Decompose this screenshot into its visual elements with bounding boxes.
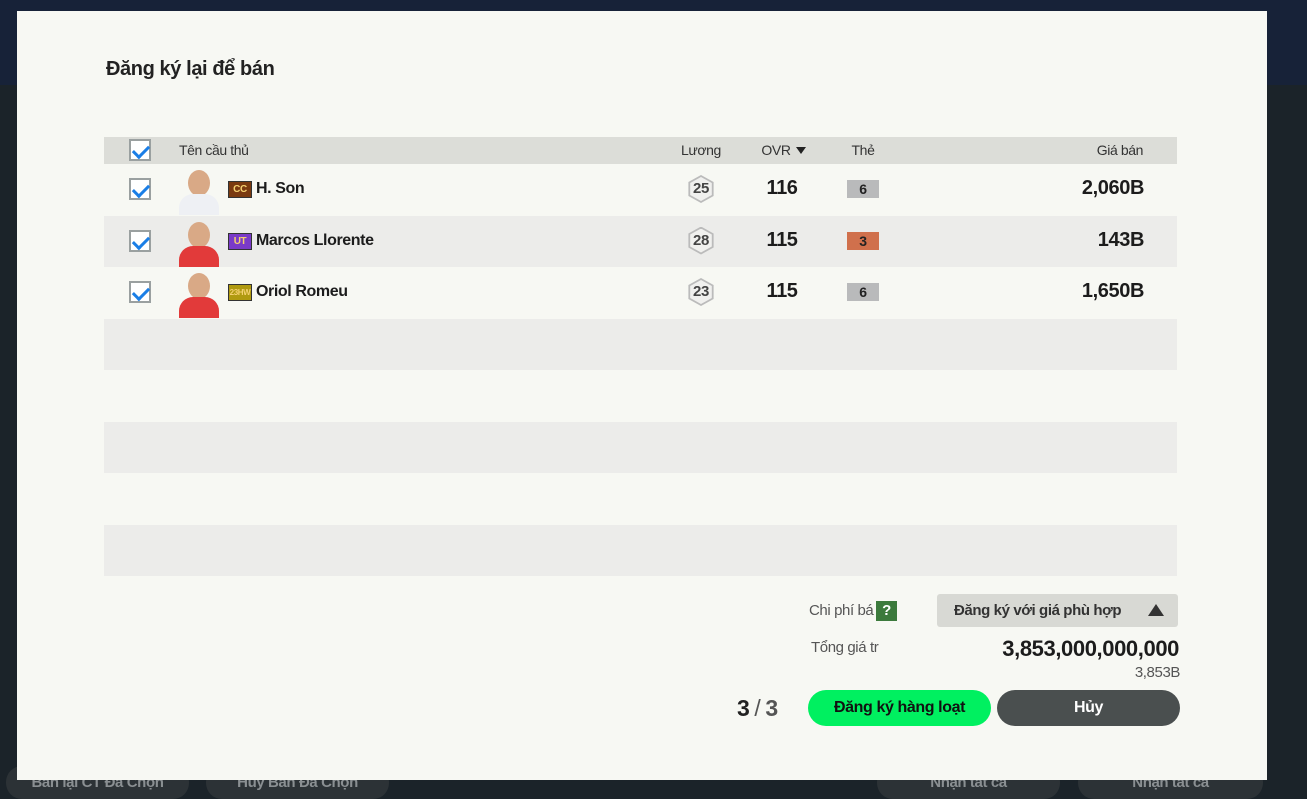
price-dropdown[interactable]: [937, 594, 1178, 627]
table-row: 23HW Oriol Romeu 23 115 6 1,650B: [104, 267, 1177, 318]
salary: 25: [690, 177, 712, 201]
fee-label: Chi phí bá: [809, 602, 874, 619]
row-checkbox[interactable]: [129, 178, 151, 200]
player-name: Marcos Llorente: [256, 231, 374, 249]
price: 2,060B: [1081, 177, 1144, 199]
player-head: [188, 273, 210, 299]
season-badge: UT: [228, 232, 252, 250]
table-row: [104, 421, 1177, 473]
total-label: Tổng giá tr: [811, 639, 879, 656]
table-header: [104, 137, 1177, 164]
player-photo: [176, 269, 222, 318]
sort-arrow[interactable]: [796, 147, 806, 154]
column-header: Lương: [681, 142, 721, 158]
column-header: Giá bán: [1096, 142, 1144, 158]
table-row: [104, 473, 1177, 524]
counter: 3 / 3: [737, 695, 778, 722]
table-row: UT Marcos Llorente 28 115 3 143B: [104, 215, 1177, 267]
select-all-checkbox[interactable]: [129, 139, 151, 161]
player-name: H. Son: [256, 180, 305, 197]
season-badge: CC: [228, 181, 252, 198]
price: 143B: [1097, 228, 1145, 251]
salary: 28: [690, 228, 712, 253]
row-checkbox[interactable]: [129, 281, 151, 303]
column-header: OVR: [761, 142, 791, 158]
separator: /: [754, 695, 761, 721]
player-head: [188, 170, 210, 196]
dropdown-label: Đăng ký với giá phù hợp: [954, 602, 1122, 619]
table-row: [104, 370, 1177, 421]
ovr: 115: [766, 228, 798, 251]
ovr: 116: [766, 177, 798, 199]
grade-badge: 6: [847, 283, 879, 301]
player-head: [188, 221, 210, 248]
player-body: [179, 297, 219, 318]
help-icon[interactable]: ?: [876, 601, 897, 621]
capacity: 3: [765, 695, 778, 721]
selected-count: 3: [737, 695, 750, 721]
grade-badge: 6: [847, 180, 879, 198]
table-row: [104, 524, 1177, 576]
dialog-title: Đăng ký lại để bán: [106, 58, 275, 80]
dropdown-arrow: [1148, 604, 1164, 616]
grade-badge: 3: [847, 231, 879, 250]
confirm-button[interactable]: Đăng ký hàng loạt: [808, 690, 991, 726]
player-photo: [176, 218, 222, 267]
player-body: [179, 245, 219, 267]
player-body: [179, 194, 219, 215]
ovr: 115: [766, 280, 798, 302]
price: 1,650B: [1081, 280, 1144, 302]
column-header: Tên cầu thủ: [179, 142, 249, 158]
column-header: Thẻ: [851, 142, 875, 158]
table-row: [104, 318, 1177, 370]
player-photo: [176, 166, 222, 215]
total-value: 3,853,000,000,000: [1002, 636, 1179, 661]
cancel-button[interactable]: Hủy: [997, 690, 1180, 726]
row-checkbox[interactable]: [129, 229, 151, 252]
season-badge: 23HW: [228, 284, 252, 301]
table-row: CC H. Son 25 116 6 2,060B: [104, 164, 1177, 215]
total-short: 3,853B: [1134, 664, 1181, 681]
player-name: Oriol Romeu: [256, 283, 348, 300]
salary: 23: [690, 280, 712, 304]
